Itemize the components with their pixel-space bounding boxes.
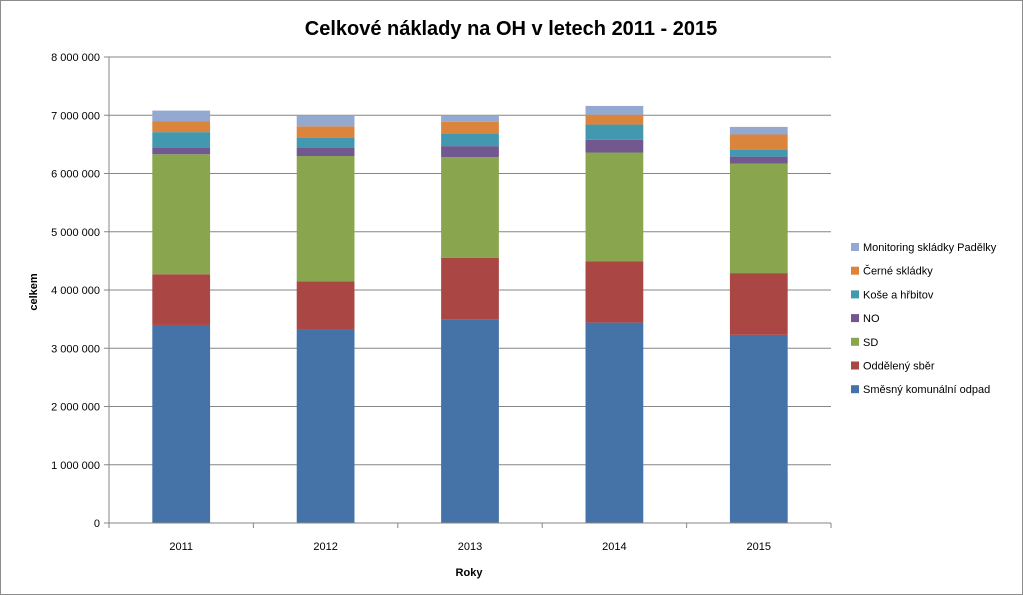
legend-item: Koše a hřbitov xyxy=(851,289,934,301)
bar-segment xyxy=(585,261,644,323)
y-tick-label: 0 xyxy=(94,518,100,530)
legend-swatch xyxy=(851,243,859,251)
legend-label: Oddělený sběr xyxy=(863,361,935,373)
chart-title: Celkové náklady na OH v letech 2011 - 20… xyxy=(305,18,717,40)
bar-segment xyxy=(441,257,499,320)
legend-swatch xyxy=(851,385,859,394)
bar-segment xyxy=(296,137,355,148)
legend-label: Směsný komunální odpad xyxy=(863,384,990,396)
legend-item: Oddělený sběr xyxy=(851,361,935,373)
legend-item: Směsný komunální odpad xyxy=(851,384,990,396)
bar-segment xyxy=(729,149,788,157)
y-tick-label: 1 000 000 xyxy=(51,460,100,472)
bar-segment xyxy=(729,126,788,135)
y-tick-label: 7 000 000 xyxy=(51,110,100,122)
legend-swatch xyxy=(851,266,859,275)
legend-swatch xyxy=(851,361,859,370)
bar-segment xyxy=(729,273,788,335)
axes xyxy=(104,56,832,528)
bar-segment xyxy=(729,156,788,164)
x-tick-label: 2015 xyxy=(747,541,771,553)
y-axis-label: celkem xyxy=(28,273,40,311)
bar-segment xyxy=(441,115,499,122)
bar-segment xyxy=(441,319,499,523)
bar-segment xyxy=(296,281,355,330)
bar-segment xyxy=(152,132,211,148)
bar-segment xyxy=(729,134,788,150)
legend-label: Monitoring skládky Padělky xyxy=(863,242,997,254)
bar-segment xyxy=(585,114,644,125)
bar-segment xyxy=(585,139,644,153)
legend-label: SD xyxy=(863,337,878,349)
legend-item: NO xyxy=(851,313,880,325)
bars-group xyxy=(152,105,788,523)
y-tick-label: 2 000 000 xyxy=(51,402,100,414)
bar-segment xyxy=(729,334,788,523)
legend-swatch xyxy=(851,290,859,299)
y-tick-label: 8 000 000 xyxy=(51,52,100,64)
y-tick-label: 4 000 000 xyxy=(51,285,100,297)
bar-segment xyxy=(441,133,499,147)
legend: Monitoring skládky Padělky Černé skládky K… xyxy=(851,242,997,396)
legend-item: Černé skládky xyxy=(851,265,933,278)
legend-swatch xyxy=(851,314,859,323)
bar-segment xyxy=(296,126,355,138)
legend-swatch xyxy=(851,337,859,346)
bar-segment xyxy=(585,124,644,140)
legend-label: NO xyxy=(863,313,880,325)
bar-segment xyxy=(729,163,788,274)
y-tick-label: 3 000 000 xyxy=(51,343,100,355)
bar-segment xyxy=(441,157,499,258)
x-tick-label: 2012 xyxy=(313,541,337,553)
bar-segment xyxy=(152,274,211,325)
x-tick-label: 2011 xyxy=(169,541,193,553)
y-tick-label: 5 000 000 xyxy=(51,227,100,239)
bar-segment xyxy=(152,121,211,133)
bar-segment xyxy=(296,147,355,157)
legend-item: SD xyxy=(851,337,878,349)
bar-segment xyxy=(152,324,211,523)
bar-segment xyxy=(152,147,211,155)
x-tick-labels: 2011 2012 2013 2014 2015 xyxy=(169,541,771,553)
legend-label: Černé skládky xyxy=(863,265,933,278)
bar-segment xyxy=(441,146,499,158)
bar-segment xyxy=(585,322,644,523)
bar-segment xyxy=(296,329,355,523)
bar-segment xyxy=(296,156,355,282)
x-tick-label: 2013 xyxy=(458,541,482,553)
legend-item: Monitoring skládky Padělky xyxy=(851,242,997,254)
bar-segment xyxy=(152,110,211,122)
y-tick-labels: 0 1 000 000 2 000 000 3 000 000 4 000 000 5 0… xyxy=(51,52,100,530)
x-tick-label: 2014 xyxy=(602,541,626,553)
x-axis-label: Roky xyxy=(456,567,484,579)
y-tick-label: 6 000 000 xyxy=(51,169,100,181)
bar-segment xyxy=(296,115,355,127)
legend-label: Koše a hřbitov xyxy=(863,289,934,301)
bar-segment xyxy=(585,105,644,115)
bar-segment xyxy=(152,154,211,275)
bar-segment xyxy=(585,152,644,262)
bar-segment xyxy=(441,121,499,134)
